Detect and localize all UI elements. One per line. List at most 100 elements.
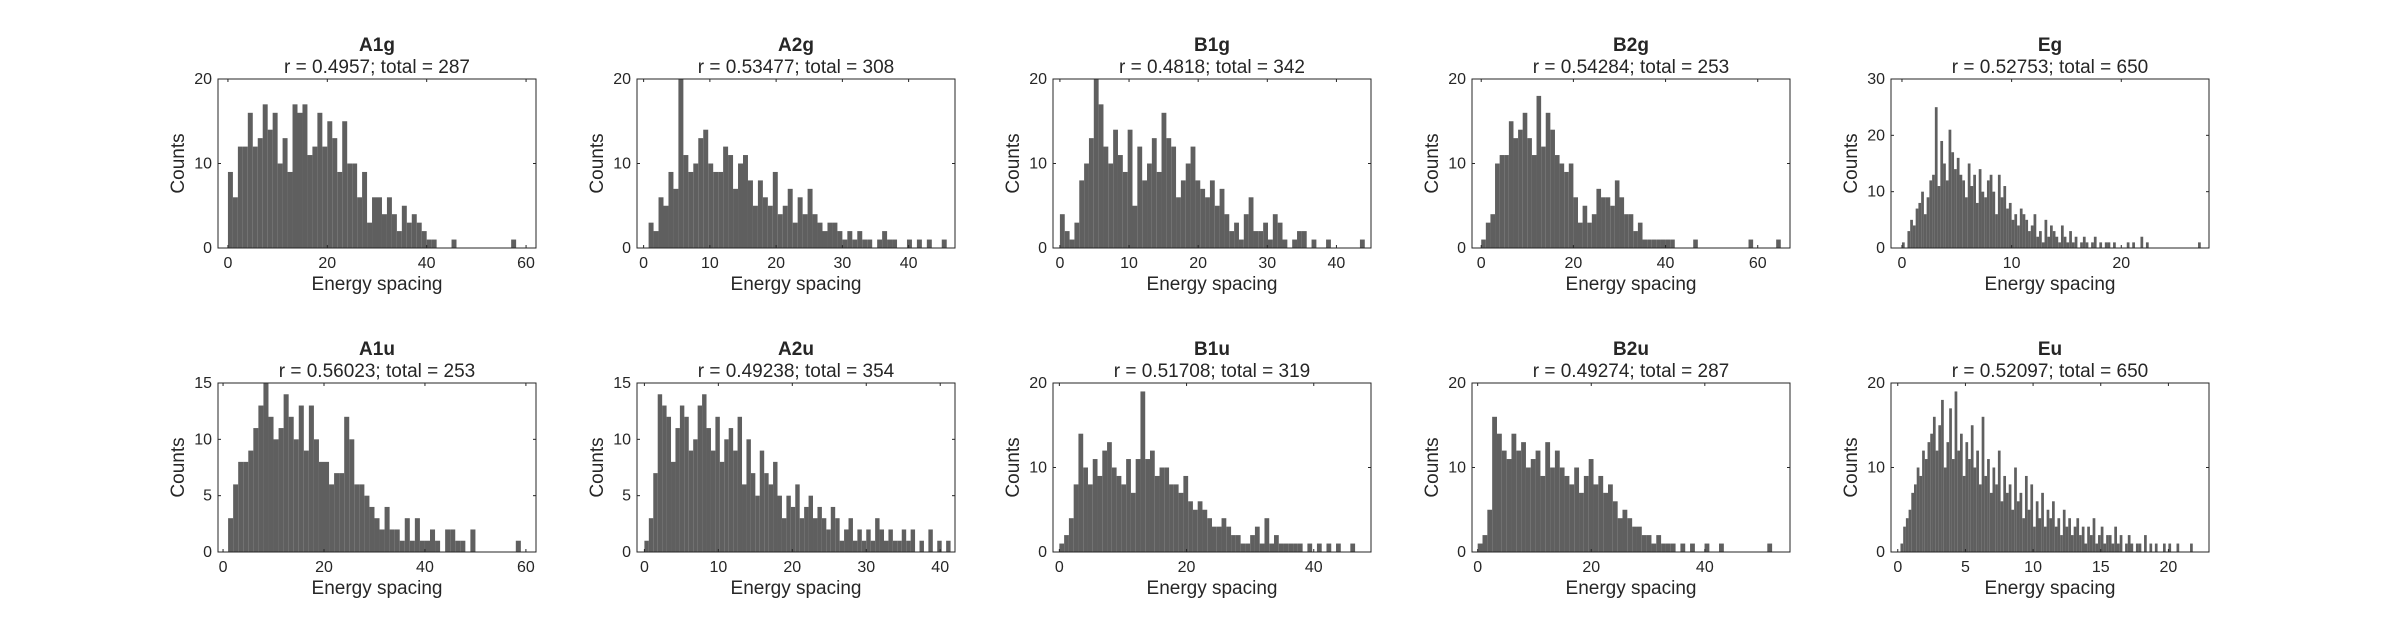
histogram-bar xyxy=(1636,526,1642,552)
histogram-bar xyxy=(1927,442,1931,552)
histogram-bar xyxy=(1311,239,1317,248)
histogram-bar xyxy=(1147,163,1152,248)
histogram-bar xyxy=(1612,501,1618,552)
histogram-bar xyxy=(2024,475,2028,552)
histogram-bar xyxy=(777,214,783,248)
histogram-bar xyxy=(1997,450,2001,552)
histogram-bar xyxy=(2052,501,2055,552)
histogram-bar xyxy=(1624,214,1629,248)
histogram-bar xyxy=(1978,169,1982,248)
histogram-bar xyxy=(2091,242,2094,248)
histogram-bar xyxy=(1209,180,1215,248)
histogram-bar xyxy=(1564,171,1569,248)
histogram-bar xyxy=(879,529,885,552)
histogram-bar xyxy=(1916,467,1920,552)
histogram-bar xyxy=(1954,391,1958,552)
histogram-bar xyxy=(861,540,867,552)
histogram-bar xyxy=(1092,459,1098,552)
histogram-bar xyxy=(233,484,239,552)
histogram-bar xyxy=(688,171,694,248)
histogram-bar xyxy=(2030,225,2034,248)
histogram-bar xyxy=(2176,543,2180,552)
histogram-bar xyxy=(308,405,314,552)
histogram-bar xyxy=(2135,543,2139,552)
x-tick-label: 0 xyxy=(1893,559,1902,576)
histogram-bar xyxy=(302,104,308,248)
histogram-bar xyxy=(648,222,654,248)
y-tick-label: 20 xyxy=(1029,375,1047,392)
histogram-bar xyxy=(1297,231,1302,248)
histogram-bar xyxy=(1918,202,1922,248)
x-tick-label: 30 xyxy=(833,255,851,272)
histogram-bar xyxy=(2116,543,2120,552)
histogram-bar xyxy=(277,163,283,248)
histogram-bar xyxy=(657,394,663,552)
histogram-bar xyxy=(1670,239,1675,248)
histogram-bar xyxy=(1926,197,1930,248)
histogram-bar xyxy=(1132,205,1138,248)
histogram-bar xyxy=(2085,242,2089,248)
histogram-bar xyxy=(2080,242,2083,248)
subplot-subtitle: r = 0.49238; total = 354 xyxy=(698,361,895,382)
histogram-bar xyxy=(313,439,319,552)
histogram-bar xyxy=(703,129,709,248)
histogram-bar xyxy=(1079,180,1085,248)
x-tick-label: 0 xyxy=(1477,255,1486,272)
histogram-bar xyxy=(941,239,947,248)
histogram-bar xyxy=(1214,205,1220,248)
histogram-bar xyxy=(1492,416,1497,552)
histogram-bar xyxy=(1238,239,1244,248)
histogram-bar xyxy=(1976,450,1979,552)
histogram-bar xyxy=(337,171,343,248)
histogram-bar xyxy=(1719,543,1724,552)
histogram-bar xyxy=(663,205,669,248)
y-tick-label: 0 xyxy=(622,544,631,561)
histogram-bar xyxy=(2050,225,2053,248)
histogram-bar xyxy=(728,428,734,552)
histogram-bar xyxy=(1243,214,1249,248)
histogram-bar xyxy=(1064,231,1070,248)
histogram-bar xyxy=(318,461,324,552)
histogram-bar xyxy=(369,506,375,552)
x-tick-label: 40 xyxy=(931,559,949,576)
histogram-bar xyxy=(1259,543,1265,552)
histogram-bar xyxy=(1073,484,1079,552)
histogram-bar xyxy=(1263,222,1268,248)
histogram-bar xyxy=(1197,501,1203,552)
histogram-bar xyxy=(2027,509,2031,552)
histogram-bar xyxy=(757,180,763,248)
subplot-eg: 0 10 20 0 10 20 30 Egr = 0.52753; total = 650 En… xyxy=(1841,35,2210,295)
histogram-bar xyxy=(1078,433,1084,552)
histogram-bar xyxy=(724,439,729,552)
histogram-bar xyxy=(2019,492,2023,552)
histogram-bar xyxy=(1485,222,1491,248)
y-axis-label: Counts xyxy=(1003,133,1024,193)
histogram-bar xyxy=(1578,222,1583,248)
x-axis-label: Energy spacing xyxy=(1566,274,1697,295)
histogram-bar xyxy=(822,231,828,248)
histogram-bar xyxy=(288,416,294,552)
histogram-bar xyxy=(2126,242,2130,248)
histogram-bar xyxy=(1970,425,1974,552)
histogram-bar xyxy=(2082,236,2086,248)
histogram-bar xyxy=(1059,214,1065,248)
histogram-bar xyxy=(1277,222,1283,248)
histogram-bar xyxy=(1093,79,1099,248)
histogram-bar xyxy=(1948,129,1952,248)
histogram-bar xyxy=(1127,129,1133,248)
histogram-bar xyxy=(1531,155,1537,248)
histogram-bar xyxy=(1583,475,1589,552)
histogram-bar xyxy=(755,495,760,552)
histogram-bar xyxy=(1627,518,1633,552)
histogram-bar xyxy=(1943,467,1947,552)
y-tick-label: 0 xyxy=(622,240,631,257)
histogram-bar xyxy=(1680,543,1686,552)
histogram-bar xyxy=(2046,509,2050,552)
y-tick-label: 10 xyxy=(1867,460,1885,477)
bar-series xyxy=(644,394,951,552)
x-tick-label: 10 xyxy=(709,559,727,576)
histogram-bar xyxy=(2130,543,2134,552)
histogram-bar xyxy=(693,163,699,248)
